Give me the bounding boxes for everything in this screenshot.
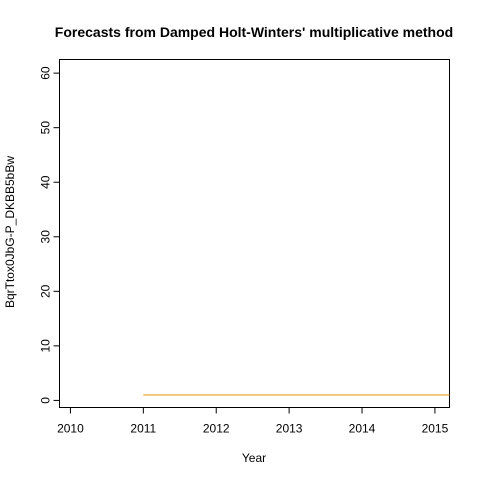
y-axis-label: BqrTtox0JbG-P_DKBB5bBw bbox=[3, 156, 17, 308]
x-tick-label: 2013 bbox=[276, 422, 303, 436]
plot-frame bbox=[59, 59, 450, 408]
y-tick-label: 40 bbox=[39, 175, 53, 189]
y-tick-label: 50 bbox=[39, 121, 53, 135]
chart-title: Forecasts from Damped Holt-Winters' mult… bbox=[55, 24, 453, 40]
x-tick-label: 2014 bbox=[349, 422, 376, 436]
y-tick-label: 0 bbox=[39, 397, 53, 404]
y-tick-label: 60 bbox=[39, 66, 53, 80]
x-tick-label: 2012 bbox=[203, 422, 230, 436]
y-tick-label: 30 bbox=[39, 230, 53, 244]
y-axis: 0 10 20 30 40 50 60 bbox=[39, 66, 60, 404]
x-tick-label: 2015 bbox=[422, 422, 449, 436]
y-tick-label: 10 bbox=[39, 339, 53, 353]
x-tick-label: 2011 bbox=[130, 422, 156, 436]
x-axis: 2010 2011 2012 2013 2014 2015 bbox=[57, 407, 449, 436]
y-tick-label: 20 bbox=[39, 284, 53, 298]
x-tick-label: 2010 bbox=[57, 422, 84, 436]
x-axis-label: Year bbox=[242, 451, 266, 465]
